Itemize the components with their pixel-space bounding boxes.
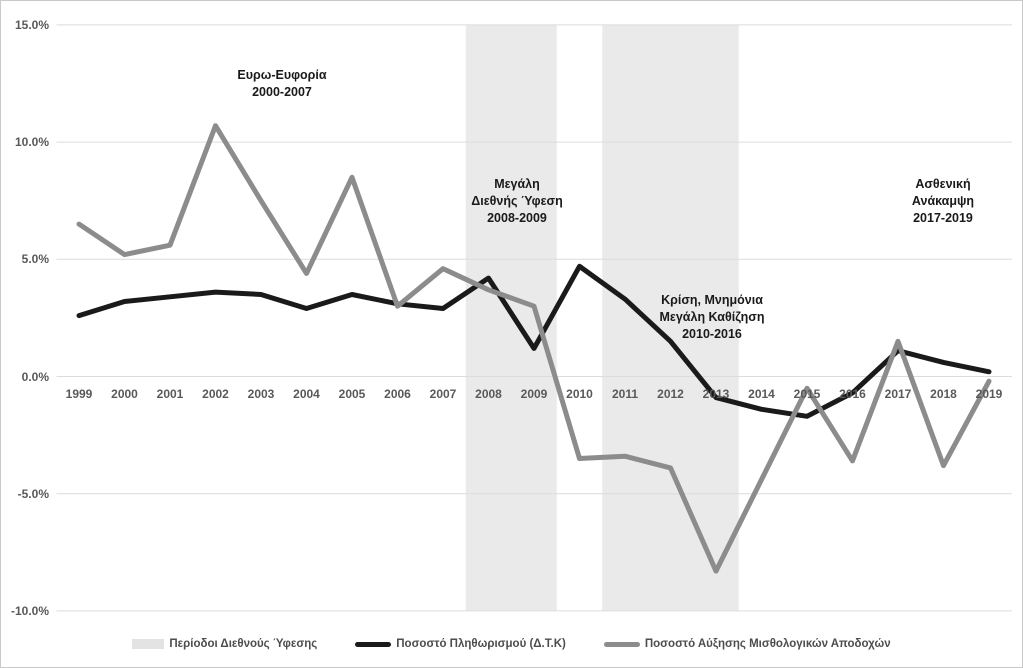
x-tick-label: 2010: [566, 387, 593, 401]
x-tick-label: 2004: [293, 387, 320, 401]
x-tick-label: 2015: [793, 387, 821, 401]
y-tick-label: -5.0%: [17, 486, 49, 501]
annotation-weak-recovery: Ασθενική Ανάκαμψη 2017-2019: [911, 177, 975, 225]
x-tick-label: 2019: [975, 387, 1003, 401]
x-tick-label: 2006: [384, 387, 411, 401]
legend-label-inflation: Ποσοστό Πληθωρισμού (Δ.Τ.Κ): [396, 638, 566, 650]
wage-growth-line: [76, 123, 992, 574]
x-tick-label: 2007: [429, 387, 457, 401]
inflation-cpi-line: [76, 263, 992, 419]
annotation-crisis-memoranda: Κρίση, Μνημόνια Μεγάλη Καθίζηση 2010-201…: [659, 293, 765, 341]
y-tick-label: 0.0%: [21, 369, 49, 384]
legend-item-wage-growth: Ποσοστό Αύξησης Μισθολογικών Αποδοχών: [603, 638, 891, 650]
x-tick-label: 1999: [65, 387, 93, 401]
x-tick-label: 2013: [702, 387, 730, 401]
legend-label-wage-growth: Ποσοστό Αύξησης Μισθολογικών Αποδοχών: [644, 638, 891, 650]
recession-band-swatch-icon: [132, 639, 165, 649]
x-tick-label: 2008: [475, 387, 502, 401]
x-tick-label: 2014: [748, 387, 775, 401]
chart-legend: Περίοδοι Διεθνούς Ύφεσης Ποσοστό Πληθωρι…: [1, 638, 1022, 650]
x-tick-label: 2002: [202, 387, 229, 401]
inflation-line-swatch-icon: [355, 641, 392, 647]
x-tick-label: 2009: [520, 387, 548, 401]
legend-label-recession-periods: Περίοδοι Διεθνούς Ύφεσης: [169, 638, 318, 650]
x-tick-label: 2001: [156, 387, 184, 401]
x-tick-label: 2016: [839, 387, 866, 401]
y-tick-label: -10.0%: [10, 603, 49, 618]
x-tick-label: 2012: [657, 387, 684, 401]
annotation-euro-euphoria: Ευρω-Ευφορία 2000-2007: [237, 68, 327, 99]
legend-item-recession-periods: Περίοδοι Διεθνούς Ύφεσης: [132, 638, 317, 650]
recession-band-2011-2013: [602, 24, 739, 611]
x-tick-label: 2003: [247, 387, 275, 401]
x-tick-label: 2011: [611, 387, 639, 401]
wage-growth-line-swatch-icon: [603, 641, 640, 647]
x-tick-label: 2017: [884, 387, 912, 401]
annotation-great-recession: Μεγάλη Διεθνής Ύφεση 2008-2009: [471, 177, 563, 225]
y-tick-label: 15.0%: [14, 17, 49, 32]
x-tick-label: 2005: [338, 387, 366, 401]
x-tick-label: 2000: [111, 387, 138, 401]
x-tick-label: 2018: [930, 387, 957, 401]
legend-item-inflation: Ποσοστό Πληθωρισμού (Δ.Τ.Κ): [355, 638, 566, 650]
y-tick-label: 5.0%: [21, 252, 49, 267]
y-tick-label: 10.0%: [14, 135, 49, 150]
